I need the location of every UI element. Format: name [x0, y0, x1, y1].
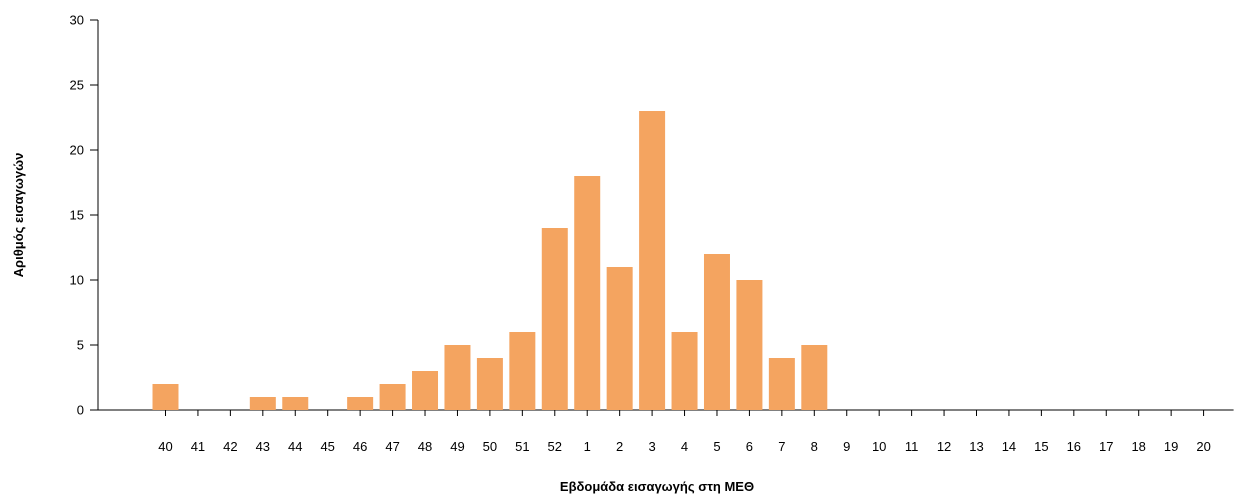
- y-tick-label: 25: [70, 78, 84, 93]
- bar: [736, 280, 763, 410]
- y-tick-label: 0: [77, 403, 84, 418]
- bar: [152, 384, 179, 410]
- bar: [703, 254, 730, 410]
- x-tick-label: 5: [713, 439, 720, 454]
- bar: [379, 384, 406, 410]
- bar: [671, 332, 698, 410]
- x-tick-label: 10: [872, 439, 886, 454]
- x-axis-title: Εβδομάδα εισαγωγής στη ΜΕΘ: [560, 479, 754, 494]
- bar: [282, 397, 309, 410]
- x-tick-label: 18: [1131, 439, 1145, 454]
- x-tick-label: 7: [778, 439, 785, 454]
- bar: [639, 111, 666, 410]
- x-tick-label: 51: [515, 439, 529, 454]
- x-tick-label: 13: [969, 439, 983, 454]
- bar: [801, 345, 828, 410]
- x-tick-label: 52: [548, 439, 562, 454]
- y-tick-label: 15: [70, 208, 84, 223]
- x-tick-label: 48: [418, 439, 432, 454]
- bar: [768, 358, 795, 410]
- y-tick-label: 20: [70, 143, 84, 158]
- x-tick-label: 45: [320, 439, 334, 454]
- x-tick-label: 19: [1164, 439, 1178, 454]
- x-tick-label: 8: [811, 439, 818, 454]
- x-tick-label: 44: [288, 439, 302, 454]
- bars: [152, 111, 828, 410]
- x-tick-label: 40: [158, 439, 172, 454]
- x-tick-label: 14: [1002, 439, 1016, 454]
- x-tick-label: 11: [905, 439, 919, 454]
- bar: [541, 228, 568, 410]
- bar: [476, 358, 503, 410]
- bar: [412, 371, 439, 410]
- y-tick-label: 5: [77, 338, 84, 353]
- x-tick-label: 16: [1067, 439, 1081, 454]
- x-tick-label: 47: [385, 439, 399, 454]
- bar: [574, 176, 601, 410]
- y-tick-label: 30: [70, 13, 84, 28]
- x-tick-label: 1: [584, 439, 591, 454]
- x-tick-label: 42: [223, 439, 237, 454]
- y-tick-label: 10: [70, 273, 84, 288]
- x-axis: 40 41 42 43 44 45 46 47 48 49 50 51 52 1 2 3 4 5 6 7 8 9 10 11 1…: [98, 409, 1234, 454]
- x-tick-label: 15: [1034, 439, 1048, 454]
- x-tick-label: 17: [1099, 439, 1113, 454]
- x-tick-label: 6: [746, 439, 753, 454]
- bar: [606, 267, 633, 410]
- x-tick-label: 20: [1196, 439, 1210, 454]
- y-axis: 0 5 10 15 20 25 30: [70, 13, 99, 418]
- x-tick-label: 43: [256, 439, 270, 454]
- x-tick-label: 9: [843, 439, 850, 454]
- bar: [249, 397, 276, 410]
- x-tick-label: 50: [483, 439, 497, 454]
- x-tick-label: 41: [191, 439, 205, 454]
- x-tick-label: 3: [648, 439, 655, 454]
- bar: [509, 332, 536, 410]
- y-axis-title: Αριθμός εισαγωγών: [11, 153, 26, 278]
- x-tick-label: 46: [353, 439, 367, 454]
- x-tick-label: 12: [937, 439, 951, 454]
- x-tick-label: 49: [450, 439, 464, 454]
- x-tick-label: 2: [616, 439, 623, 454]
- bar: [444, 345, 471, 410]
- bar: [347, 397, 374, 410]
- x-tick-label: 4: [681, 439, 688, 454]
